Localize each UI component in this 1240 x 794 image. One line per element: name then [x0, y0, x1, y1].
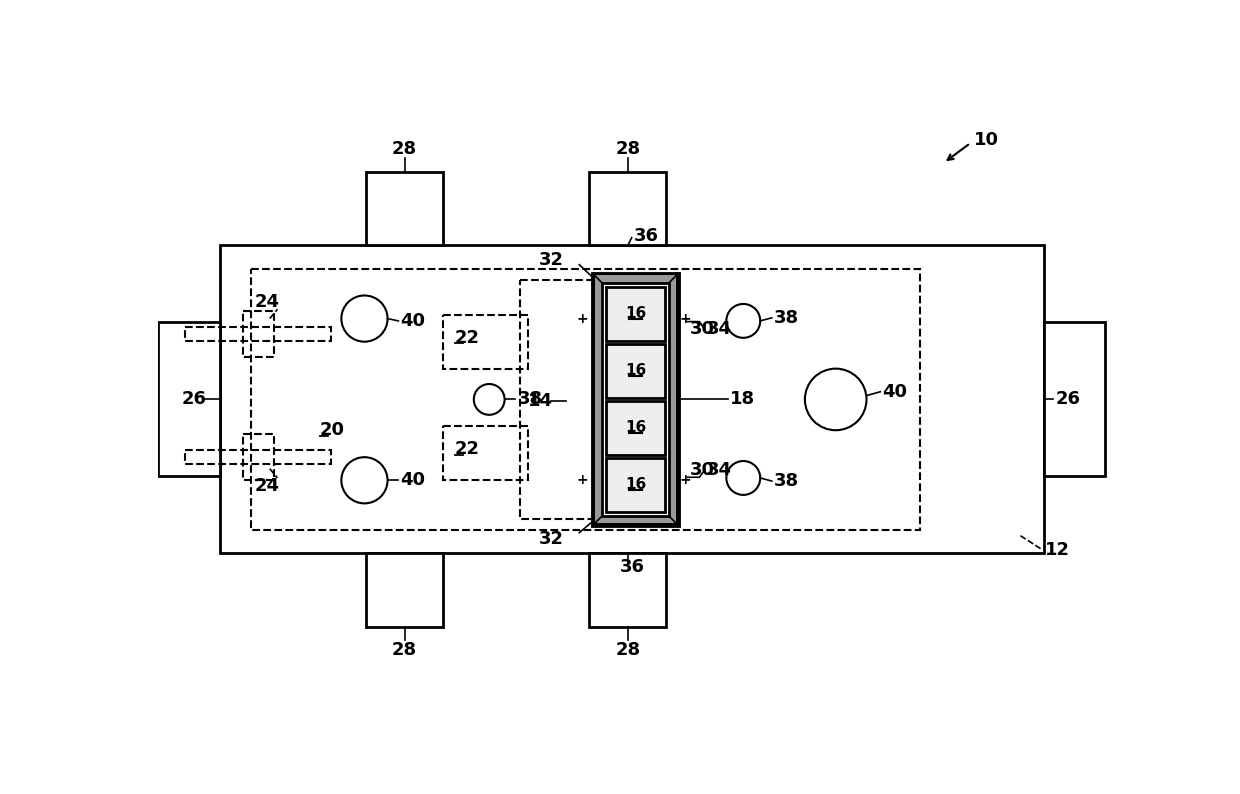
Text: 16: 16	[625, 364, 646, 379]
Text: 32: 32	[539, 530, 564, 548]
Text: 34: 34	[707, 320, 732, 338]
Text: 36: 36	[620, 558, 645, 576]
Text: 22: 22	[455, 441, 480, 458]
Bar	[219, 245, 1044, 553]
Text: 32: 32	[539, 251, 564, 269]
Text: 20: 20	[320, 422, 345, 439]
Text: 36: 36	[634, 227, 658, 245]
Bar	[606, 287, 665, 341]
Bar	[589, 553, 666, 626]
Bar	[1044, 322, 1105, 476]
Bar	[250, 268, 920, 530]
Text: 28: 28	[392, 141, 417, 158]
Bar	[606, 344, 665, 398]
Text: 40: 40	[883, 383, 908, 401]
Bar	[593, 274, 678, 525]
Bar	[606, 401, 665, 455]
Text: 34: 34	[707, 461, 732, 479]
Text: 16: 16	[625, 477, 646, 492]
Bar	[603, 283, 668, 515]
Circle shape	[474, 384, 505, 414]
Circle shape	[727, 461, 760, 495]
Bar	[185, 450, 331, 464]
Text: 40: 40	[401, 312, 425, 330]
Text: 18: 18	[730, 391, 755, 408]
Text: 14: 14	[528, 392, 553, 410]
Text: 28: 28	[615, 641, 640, 659]
Circle shape	[805, 368, 867, 430]
Bar	[595, 276, 676, 523]
Text: 16: 16	[625, 306, 646, 322]
Text: 24: 24	[254, 293, 279, 310]
Text: +: +	[577, 312, 588, 326]
Text: +: +	[680, 472, 692, 487]
Bar	[520, 280, 670, 518]
Bar	[366, 553, 443, 626]
Text: 38: 38	[774, 472, 800, 490]
Text: 24: 24	[254, 477, 279, 495]
Text: 26: 26	[1056, 391, 1081, 408]
Circle shape	[341, 295, 388, 341]
Bar	[366, 172, 443, 245]
Bar	[159, 322, 219, 476]
Bar	[606, 458, 665, 512]
Text: 22: 22	[455, 329, 480, 347]
Text: 38: 38	[774, 309, 800, 327]
Circle shape	[727, 304, 760, 337]
Text: 26: 26	[181, 391, 206, 408]
Bar	[243, 434, 274, 480]
Bar	[243, 311, 274, 357]
Bar	[443, 426, 528, 480]
Text: +: +	[680, 312, 692, 326]
Text: 10: 10	[975, 131, 999, 149]
Text: 38: 38	[517, 391, 543, 408]
Circle shape	[341, 457, 388, 503]
Text: 16: 16	[625, 420, 646, 435]
Text: 30: 30	[689, 320, 714, 338]
Text: 12: 12	[1045, 541, 1070, 559]
Text: 28: 28	[615, 141, 640, 158]
Text: 28: 28	[392, 641, 417, 659]
Text: +: +	[577, 472, 588, 487]
Bar	[185, 327, 331, 341]
Bar	[443, 314, 528, 368]
Text: 30: 30	[689, 461, 714, 479]
Text: 40: 40	[401, 472, 425, 489]
Bar	[589, 172, 666, 245]
